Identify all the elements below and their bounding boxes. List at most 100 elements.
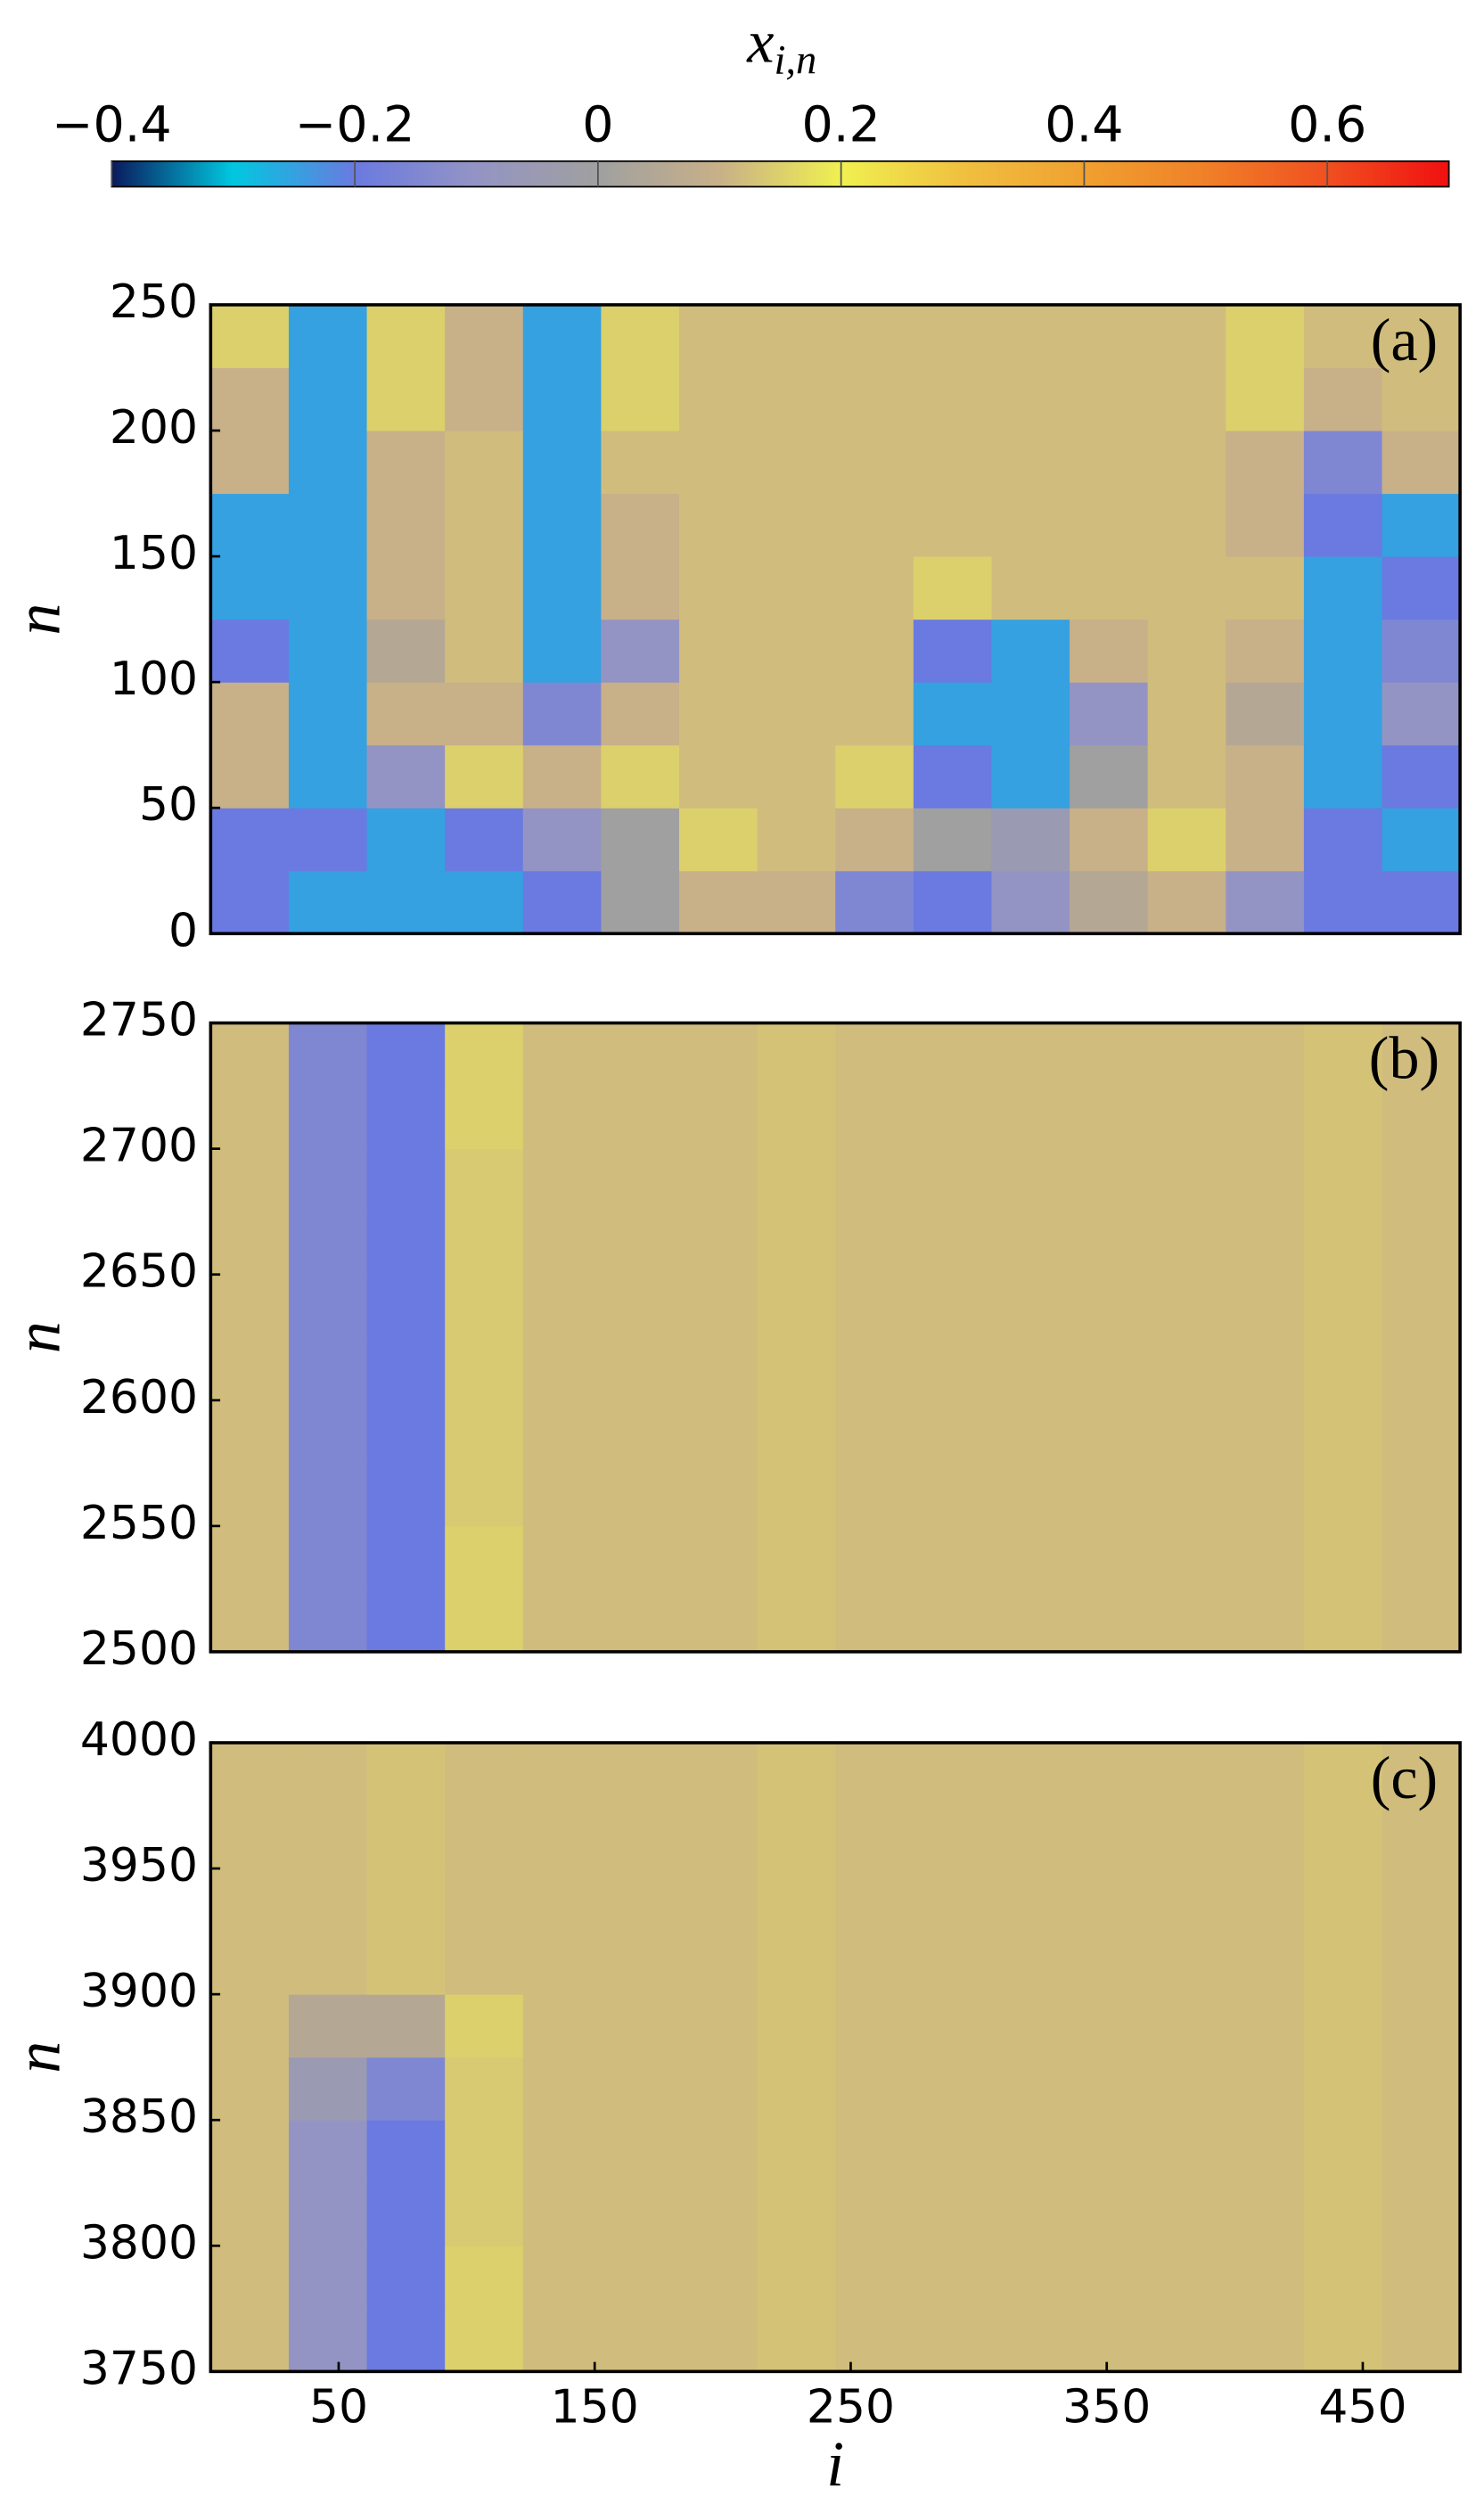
heatmap-cell: [757, 744, 836, 809]
heatmap-cell: [991, 1994, 1070, 2058]
heatmap-cell: [366, 493, 446, 557]
heatmap-cell: [1226, 1805, 1305, 1869]
heatmap-cell: [445, 1400, 524, 1464]
heatmap-cell: [601, 682, 680, 746]
heatmap-cell: [1147, 1400, 1226, 1464]
heatmap-cell: [1147, 1463, 1226, 1527]
heatmap-cell: [1070, 2182, 1149, 2246]
heatmap-cell: [210, 556, 290, 620]
heatmap-cell: [601, 1022, 680, 1087]
heatmap-cell: [679, 1337, 758, 1401]
heatmap-cell: [522, 682, 602, 746]
heatmap-cell: [366, 744, 446, 809]
heatmap-cell: [1226, 1589, 1305, 1653]
heatmap-cell: [366, 1274, 446, 1338]
heatmap-cell: [1226, 2057, 1305, 2121]
heatmap-cell: [522, 304, 602, 369]
heatmap-cell: [1226, 2120, 1305, 2184]
heatmap-cell: [210, 1148, 290, 1212]
heatmap-cell: [1382, 1525, 1461, 1589]
heatmap-cell: [601, 304, 680, 369]
heatmap-cell: [1147, 367, 1226, 431]
heatmap-cell: [1070, 1086, 1149, 1150]
y-tick-label: 0: [168, 904, 198, 957]
heatmap-cell: [210, 304, 290, 369]
heatmap-cell: [913, 1400, 992, 1464]
heatmap-cell: [991, 2057, 1070, 2121]
heatmap-cell: [835, 304, 914, 369]
heatmap-cell: [366, 1337, 446, 1401]
colorbar-tick-label: −0.4: [52, 95, 172, 153]
heatmap-cell: [835, 431, 914, 495]
heatmap-cell: [601, 1805, 680, 1869]
heatmap-cell: [1382, 1805, 1461, 1869]
heatmap-cell: [288, 2057, 368, 2121]
heatmap-cell: [913, 619, 992, 683]
heatmap-cell: [288, 367, 368, 431]
heatmap-cell: [1070, 304, 1149, 369]
heatmap-cell: [1226, 1994, 1305, 2058]
heatmap-cell: [991, 1274, 1070, 1338]
colorbar-label-main: x: [746, 7, 774, 75]
heatmap-cell: [1226, 304, 1305, 369]
colorbar-label: xi,n: [746, 7, 816, 83]
heatmap-cell: [757, 2246, 836, 2310]
heatmap-cell: [601, 1868, 680, 1933]
heatmap-cell: [1070, 2246, 1149, 2310]
heatmap-cell: [991, 2308, 1070, 2372]
heatmap-cell: [679, 2057, 758, 2121]
heatmap-cell: [210, 1589, 290, 1653]
heatmap-cell: [288, 808, 368, 872]
heatmap-cell: [1226, 1868, 1305, 1933]
heatmap-cell: [1382, 2057, 1461, 2121]
heatmap-cell: [757, 367, 836, 431]
heatmap-cell: [210, 808, 290, 872]
heatmap-cell: [1303, 2308, 1383, 2372]
heatmap-cell: [913, 1805, 992, 1869]
heatmap-cell: [445, 1525, 524, 1589]
heatmap-cell: [991, 1805, 1070, 1869]
heatmap-cell: [1147, 1148, 1226, 1212]
heatmap-cell: [679, 870, 758, 934]
x-tick-label: 350: [1062, 2380, 1151, 2434]
heatmap-cell: [601, 1525, 680, 1589]
heatmap-cell: [679, 2120, 758, 2184]
heatmap-cell: [288, 2120, 368, 2184]
heatmap-cell: [1382, 1463, 1461, 1527]
heatmap-cell: [679, 556, 758, 620]
heatmap-cell: [210, 682, 290, 746]
heatmap-cell: [445, 870, 524, 934]
heatmap-cell: [1070, 2057, 1149, 2121]
heatmap-cell: [445, 1805, 524, 1869]
heatmap-cell: [522, 808, 602, 872]
heatmap-cell: [601, 1400, 680, 1464]
y-tick-label: 2550: [80, 1497, 198, 1550]
heatmap-cell: [210, 1868, 290, 1933]
heatmap-cell: [1382, 2182, 1461, 2246]
heatmap-cell: [1382, 304, 1461, 369]
heatmap-cell: [522, 1805, 602, 1869]
heatmap-cell: [601, 1337, 680, 1401]
heatmap-cell: [1147, 2120, 1226, 2184]
heatmap-cell: [1226, 493, 1305, 557]
heatmap-cell: [522, 1211, 602, 1276]
heatmap-cell: [835, 1742, 914, 1807]
heatmap-cell: [1070, 1148, 1149, 1212]
heatmap-cell: [366, 2182, 446, 2246]
colorbar-label-sub: i,n: [774, 37, 816, 83]
heatmap-cell: [366, 2120, 446, 2184]
y-tick-label: 2700: [80, 1120, 198, 1173]
heatmap-cell: [445, 1589, 524, 1653]
heatmap-cell: [913, 1525, 992, 1589]
heatmap-cell: [835, 744, 914, 809]
heatmap-cell: [522, 1086, 602, 1150]
heatmap-cell: [757, 1148, 836, 1212]
heatmap-cell: [522, 1994, 602, 2058]
heatmap-cell: [1303, 808, 1383, 872]
heatmap-cell: [1226, 682, 1305, 746]
heatmap-cell: [913, 1086, 992, 1150]
heatmap-cell: [288, 1805, 368, 1869]
heatmap-cell: [991, 808, 1070, 872]
heatmap-cell: [679, 682, 758, 746]
heatmap-cell: [1147, 2308, 1226, 2372]
